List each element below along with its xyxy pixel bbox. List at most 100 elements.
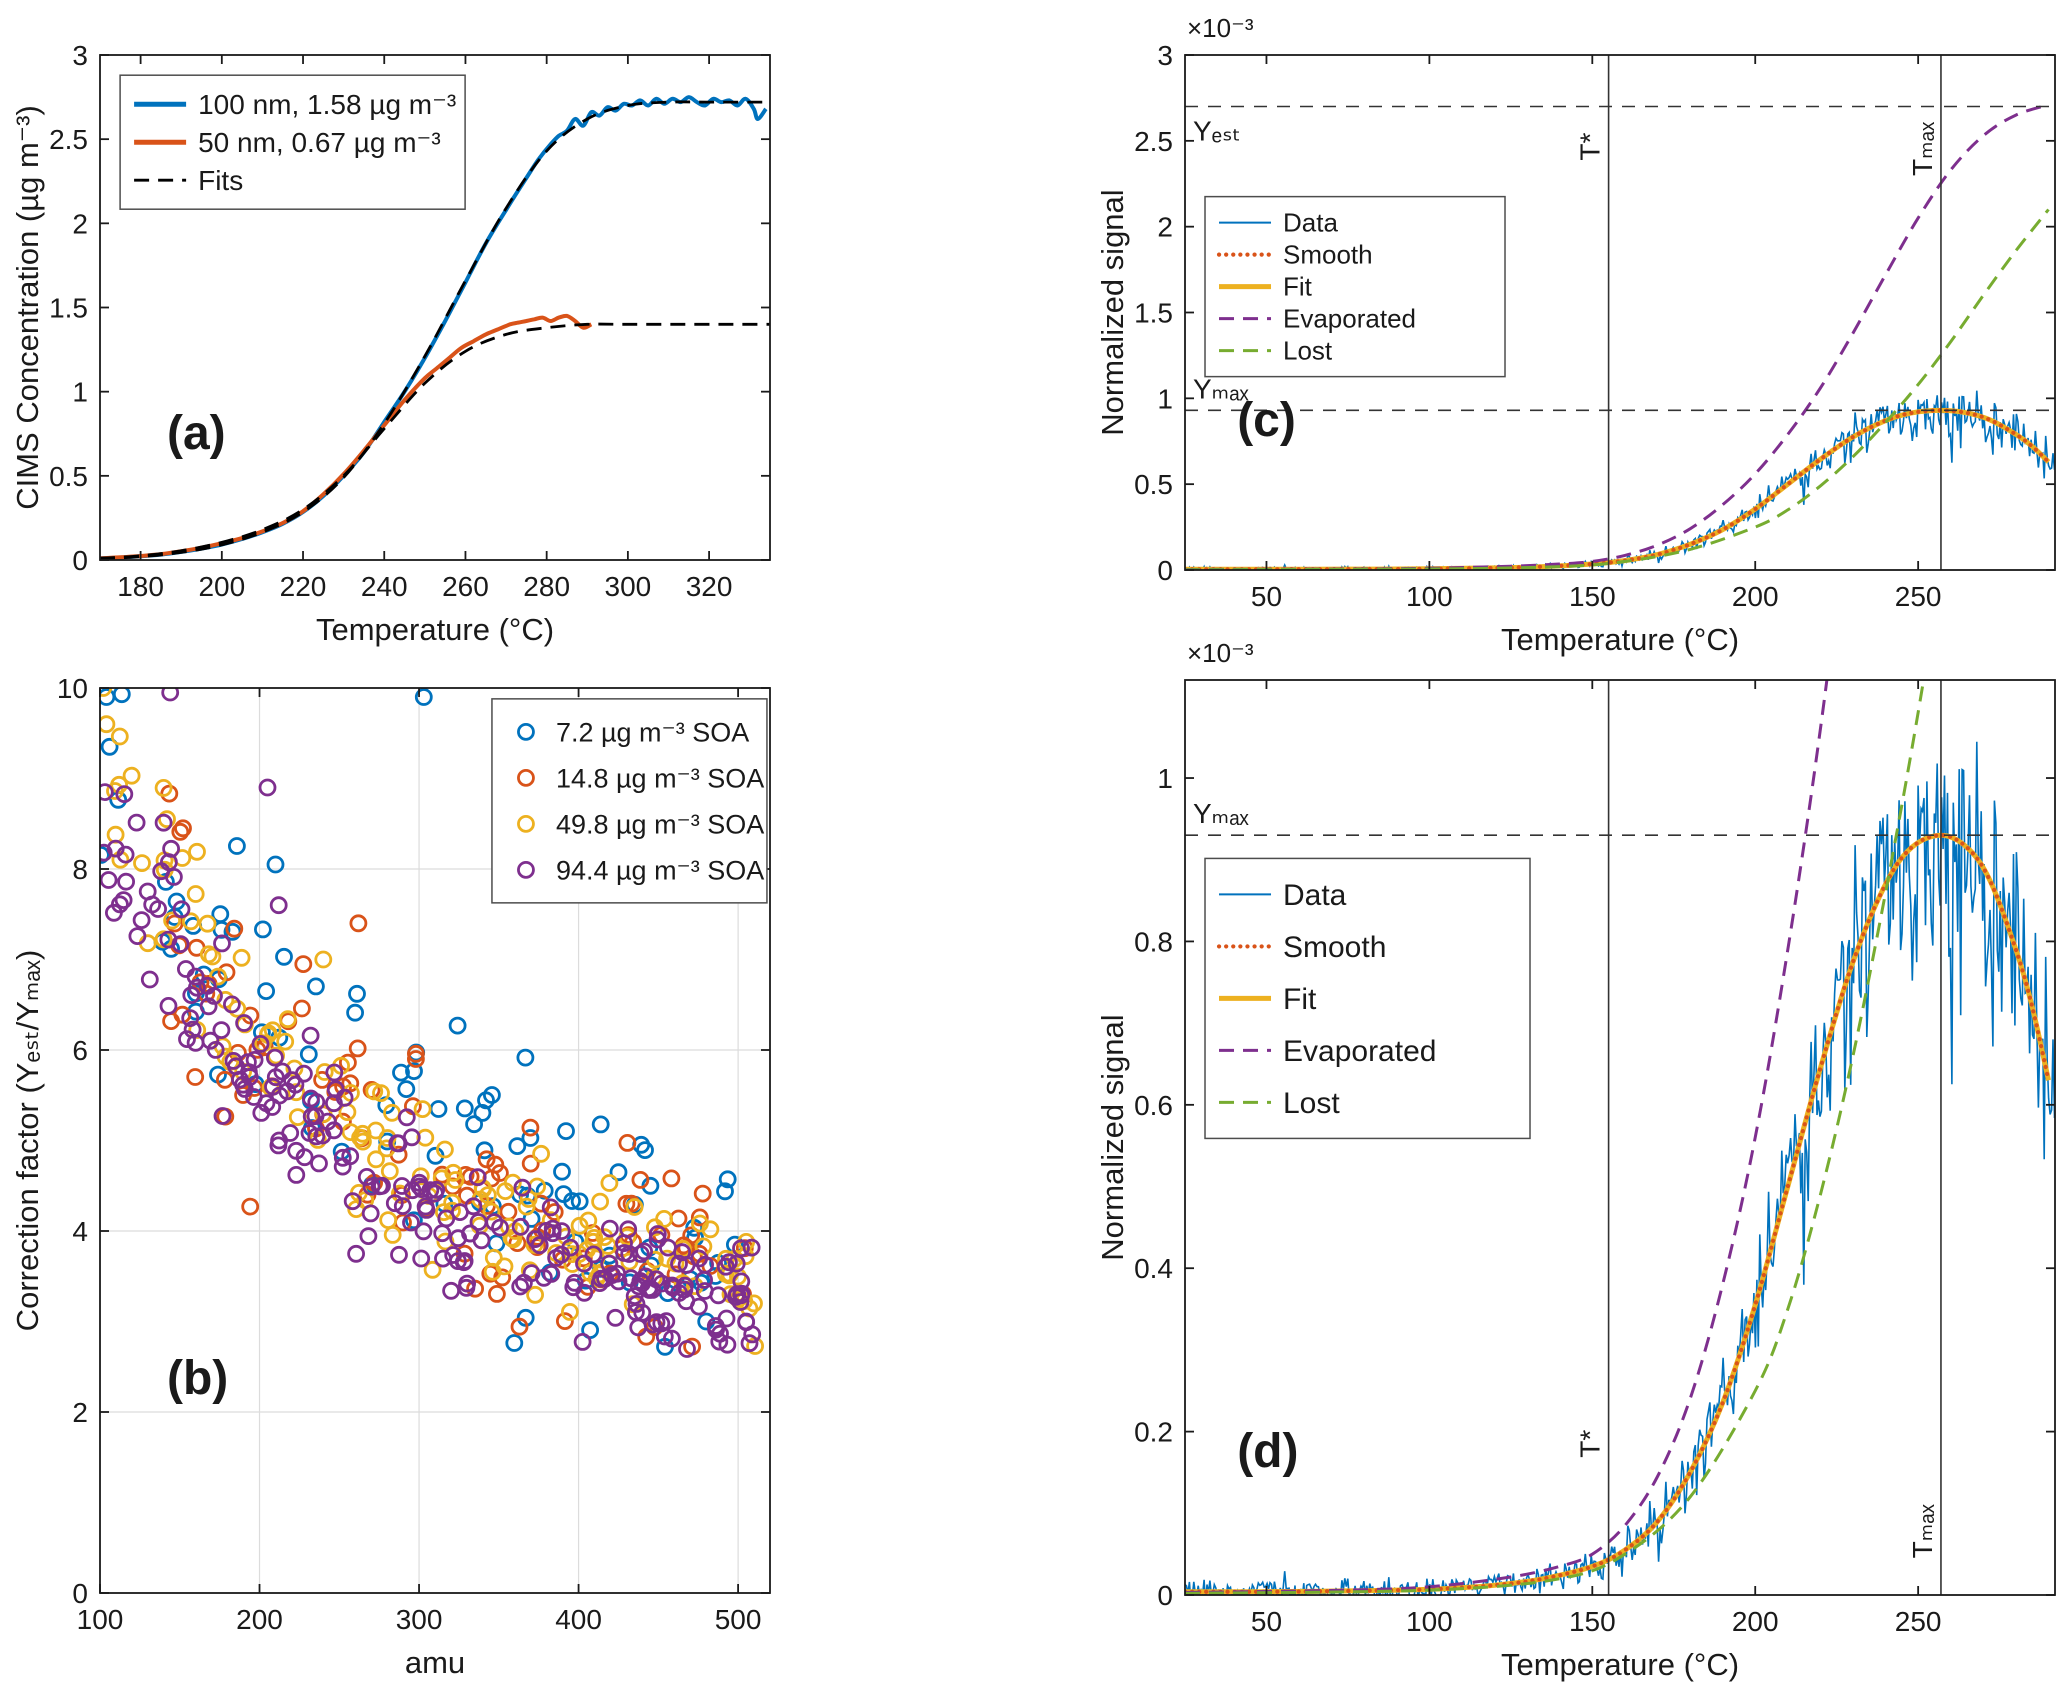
x-tick-label: 500 <box>715 1604 762 1635</box>
panel-b: 100 200 300 400 500 0 2 4 6 8 10 amu Correction fact… <box>10 673 771 1680</box>
scatter-point <box>286 1075 305 1094</box>
scatter-point <box>383 1226 402 1244</box>
scatter-point <box>732 1272 751 1291</box>
scatter-point <box>477 1091 495 1110</box>
scatter-point <box>625 1287 644 1305</box>
scatter-point <box>526 1230 545 1248</box>
scatter-point <box>181 912 200 931</box>
x-tick-label: 320 <box>686 571 733 602</box>
scatter-point <box>477 1150 496 1169</box>
scatter-point <box>315 1063 334 1081</box>
y-tick-label: 2.5 <box>1134 126 1173 157</box>
scatter-point <box>258 778 277 797</box>
scatter-point <box>640 1281 659 1299</box>
scatter-point <box>380 1162 399 1181</box>
scatter-point <box>163 911 182 930</box>
scatter-point <box>265 1048 284 1067</box>
scatter-point <box>227 837 246 855</box>
scatter-point <box>122 766 141 785</box>
y-tick-label: 1 <box>72 377 88 408</box>
scatter-point <box>508 1137 527 1155</box>
scatter-point <box>413 1100 432 1118</box>
scatter-point <box>318 1112 337 1131</box>
scatter-point <box>592 1269 610 1288</box>
x-tick-label: 300 <box>396 1604 443 1635</box>
scatter-point <box>406 1044 425 1063</box>
scatter-point <box>269 896 288 915</box>
scatter-point <box>263 1021 282 1040</box>
scatter-point <box>635 1242 653 1261</box>
scatter-point <box>213 934 231 953</box>
y-tick-label: 0 <box>72 545 88 576</box>
scatter-point <box>655 1327 674 1346</box>
scatter-point <box>575 1254 593 1273</box>
scatter-point <box>511 1277 530 1296</box>
scatter-point <box>333 1157 352 1176</box>
scatter-point <box>100 843 113 862</box>
legend-label-smooth: Smooth <box>1283 931 1386 964</box>
scatter-point <box>468 1168 487 1187</box>
annotation-label-Y-est: Yₑₛₜ <box>1193 116 1241 147</box>
legend-label-smooth: Smooth <box>1283 240 1373 270</box>
scatter-point <box>457 1278 476 1297</box>
scatter-point <box>600 1254 619 1273</box>
scatter-point <box>618 1134 637 1152</box>
scatter-point <box>740 1334 759 1353</box>
scatter-point <box>521 1129 540 1147</box>
scatter-point <box>217 963 236 982</box>
scatter-point <box>100 715 116 734</box>
axes-frame-b <box>99 687 771 1594</box>
scatter-point <box>178 1030 196 1048</box>
annotation-label-Y-max: Yₘₐₓ <box>1193 373 1250 404</box>
scatter-point <box>143 895 162 914</box>
scatter-point <box>300 1124 319 1142</box>
y-tick-label: 0.5 <box>1134 469 1173 500</box>
scatter-point <box>353 1132 372 1151</box>
scatter-point <box>314 950 333 969</box>
scatter-point <box>434 1249 452 1268</box>
series-d-evaporated <box>1185 680 1829 1594</box>
scatter-point <box>696 1255 714 1274</box>
series-a-fit-50-nm <box>100 322 770 560</box>
panel-c: T* Tₘₐₓ Yₑₛₜ Yₘₐₓ 50 100 150 200 250 0 0.5 1 1.5 2 2.5… <box>1095 13 2056 657</box>
scatter-point <box>718 1335 737 1354</box>
legend-marker-14.8-g-m-soa <box>517 768 535 787</box>
scatter-point <box>727 1287 745 1306</box>
scatter-point <box>186 1068 205 1086</box>
scatter-point <box>357 1168 376 1186</box>
legend-marker-94.4-g-m-soa <box>517 860 535 879</box>
scatter-point <box>235 1014 254 1032</box>
xlabel-a: Temperature (°C) <box>316 612 554 647</box>
scatter-point <box>716 1182 734 1201</box>
x-tick-label: 250 <box>1895 581 1942 612</box>
scatter-point <box>482 1202 501 1221</box>
legend-label-lost: Lost <box>1283 336 1333 366</box>
y-tick-label: 8 <box>72 854 88 885</box>
scatter-point <box>717 1249 735 1268</box>
scatter-point <box>404 1211 423 1230</box>
y-tick-label: 2 <box>1157 212 1173 243</box>
series-d-lost <box>1185 680 1926 1595</box>
y-tick-label: 0 <box>72 1578 88 1609</box>
scatter-point <box>232 948 251 967</box>
scatter-point <box>370 1177 389 1196</box>
scatter-point <box>737 1312 755 1331</box>
x-tick-label: 300 <box>605 571 652 602</box>
scatter-point <box>455 1099 474 1118</box>
scatter-point <box>485 1213 504 1231</box>
scatter-point <box>600 1174 619 1192</box>
scatter-point <box>115 785 134 803</box>
x-tick-label: 260 <box>442 571 489 602</box>
scatter-point <box>209 967 227 986</box>
scatter-point <box>132 911 151 929</box>
panel-label-c: (c) <box>1237 394 1296 447</box>
scatter-point <box>385 1194 404 1213</box>
scatter-point <box>281 1124 300 1142</box>
scatter-point <box>742 1238 761 1257</box>
panel-label-a: (a) <box>167 407 226 460</box>
scatter-point <box>154 779 173 797</box>
scatter-point <box>128 927 147 945</box>
scatter-point <box>222 995 241 1014</box>
scatter-point <box>310 1154 328 1173</box>
